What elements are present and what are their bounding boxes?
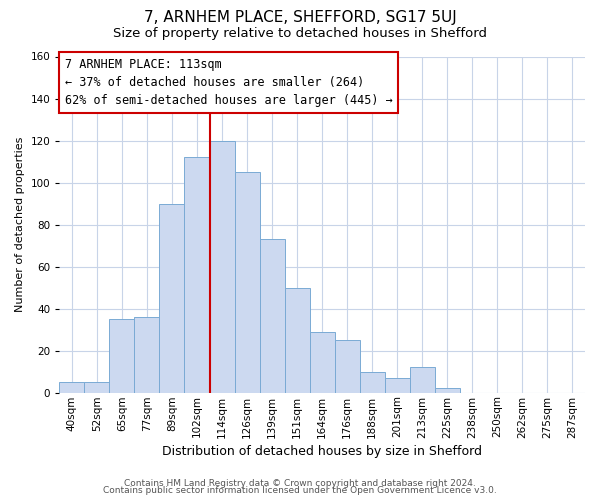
Bar	[184, 158, 209, 392]
Bar	[260, 240, 284, 392]
Text: Contains public sector information licensed under the Open Government Licence v3: Contains public sector information licen…	[103, 486, 497, 495]
Bar	[160, 204, 184, 392]
Text: 7 ARNHEM PLACE: 113sqm
← 37% of detached houses are smaller (264)
62% of semi-de: 7 ARNHEM PLACE: 113sqm ← 37% of detached…	[65, 58, 392, 107]
Bar	[85, 382, 109, 392]
Text: Contains HM Land Registry data © Crown copyright and database right 2024.: Contains HM Land Registry data © Crown c…	[124, 478, 476, 488]
Bar	[385, 378, 410, 392]
Bar	[310, 332, 335, 392]
Text: 7, ARNHEM PLACE, SHEFFORD, SG17 5UJ: 7, ARNHEM PLACE, SHEFFORD, SG17 5UJ	[143, 10, 457, 25]
X-axis label: Distribution of detached houses by size in Shefford: Distribution of detached houses by size …	[162, 444, 482, 458]
Bar	[109, 319, 134, 392]
Bar	[134, 317, 160, 392]
Bar	[335, 340, 360, 392]
Y-axis label: Number of detached properties: Number of detached properties	[15, 137, 25, 312]
Bar	[360, 372, 385, 392]
Bar	[209, 140, 235, 392]
Bar	[59, 382, 85, 392]
Bar	[435, 388, 460, 392]
Bar	[235, 172, 260, 392]
Text: Size of property relative to detached houses in Shefford: Size of property relative to detached ho…	[113, 28, 487, 40]
Bar	[410, 368, 435, 392]
Bar	[284, 288, 310, 393]
